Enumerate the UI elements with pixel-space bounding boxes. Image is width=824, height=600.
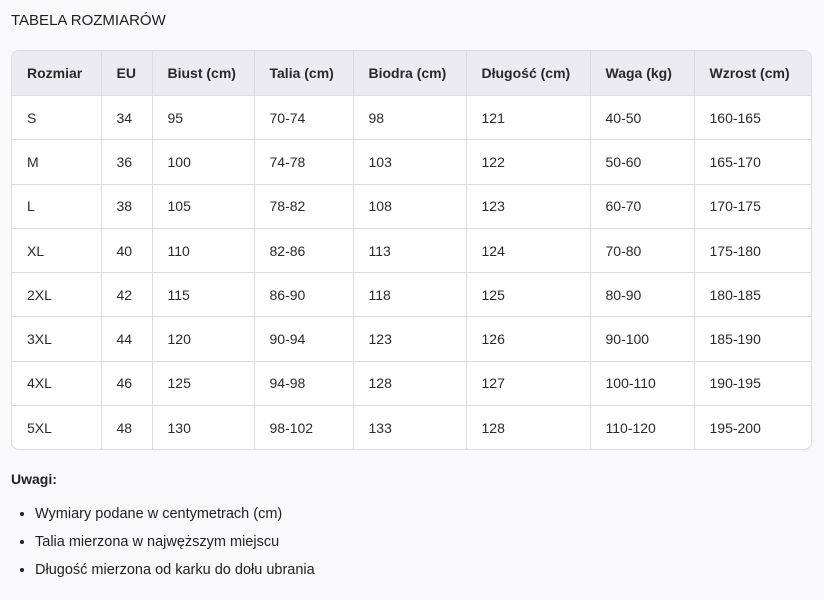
table-cell: 103 (353, 139, 467, 185)
table-cell: 46 (101, 361, 153, 407)
table-cell: 86-90 (254, 272, 354, 318)
table-cell: 100 (152, 139, 255, 185)
table-cell: 126 (466, 316, 591, 362)
table-cell: 128 (466, 405, 591, 450)
table-cell: 3XL (12, 316, 102, 362)
table-cell: 125 (466, 272, 591, 318)
table-cell: XL (12, 228, 102, 274)
table-cell: 60-70 (590, 184, 695, 229)
table-cell: 110-120 (590, 405, 695, 450)
table-cell: 70-80 (590, 228, 695, 274)
table-cell: 133 (353, 405, 467, 450)
table-cell: 100-110 (590, 361, 695, 407)
table-cell: 98-102 (254, 405, 354, 450)
column-header: Rozmiar (12, 51, 102, 96)
table-cell: 98 (353, 95, 467, 141)
table-cell: 78-82 (254, 184, 354, 229)
column-header: Waga (kg) (590, 51, 695, 96)
table-cell: 185-190 (694, 316, 811, 362)
table-cell: 80-90 (590, 272, 695, 318)
table-cell: 42 (101, 272, 153, 318)
table-cell: 2XL (12, 272, 102, 318)
notes-list: Wymiary podane w centymetrach (cm)Talia … (11, 502, 315, 586)
column-header: Biust (cm) (152, 51, 255, 96)
table-cell: 124 (466, 228, 591, 274)
table-header-row: Rozmiar EU Biust (cm) Talia (cm) Biodra (cm)… (12, 51, 811, 96)
table-cell: 195-200 (709, 419, 761, 436)
table-cell: 160-165 (694, 95, 811, 141)
table-cell: 122 (466, 139, 591, 185)
table-cell: 105 (152, 184, 255, 229)
table-cell: 36 (101, 139, 153, 185)
table-row: XL 40 110 82-86 113 124 70-80 175-180 (12, 228, 811, 274)
table-cell: 125 (152, 361, 255, 407)
table-cell: 5XL (12, 405, 102, 450)
table-cell: 127 (466, 361, 591, 407)
page-title: TABELA ROZMIARÓW (11, 12, 166, 29)
column-header: Talia (cm) (254, 51, 354, 96)
table-cell: 40 (101, 228, 153, 274)
size-table: Rozmiar EU Biust (cm) Talia (cm) Biodra (cm)… (12, 51, 811, 450)
table-cell: 38 (101, 184, 153, 229)
table-cell: 34 (101, 95, 153, 141)
table-cell: S (12, 95, 102, 141)
table-cell: 170-175 (694, 184, 811, 229)
table-cell: 50-60 (590, 139, 695, 185)
table-cell: 48 (101, 405, 153, 450)
table-row: M 36 100 74-78 103 122 50-60 165-170 (12, 139, 811, 185)
table-cell: 40-50 (590, 95, 695, 141)
table-cell: 115 (152, 272, 255, 318)
column-header: EU (101, 51, 153, 96)
table-cell: 95 (152, 95, 255, 141)
table-cell: 108 (353, 184, 467, 229)
note-item: Długość mierzona od karku do dołu ubrani… (35, 558, 315, 586)
table-cell: 82-86 (254, 228, 354, 274)
table-cell: 110 (152, 228, 255, 274)
table-cell: L (12, 184, 102, 229)
table-cell: 180-185 (694, 272, 811, 318)
table-row: 4XL 46 125 94-98 128 127 100-110 190-195 (12, 361, 811, 407)
size-table-container: Rozmiar EU Biust (cm) Talia (cm) Biodra (cm)… (11, 50, 812, 451)
table-cell: 120 (152, 316, 255, 362)
table-row: 2XL 42 115 86-90 118 125 80-90 180-185 (12, 272, 811, 318)
notes-heading: Uwagi: (11, 471, 57, 487)
table-cell: 123 (466, 184, 591, 229)
table-cell: 123 (353, 316, 467, 362)
table-cell: 175-180 (694, 228, 811, 274)
table-row: L 38 105 78-82 108 123 60-70 170-175 (12, 184, 811, 229)
table-cell: 90-100 (590, 316, 695, 362)
note-item: Wymiary podane w centymetrach (cm) (35, 502, 315, 530)
table-row: 5XL 48 130 98-102 133 128 110-120 195-200 (12, 405, 811, 450)
table-row: S 34 95 70-74 98 121 40-50 160-165 (12, 95, 811, 141)
table-cell: 90-94 (254, 316, 354, 362)
column-header: Biodra (cm) (353, 51, 467, 96)
table-cell: 118 (353, 272, 467, 318)
table-cell: 121 (466, 95, 591, 141)
table-cell: 4XL (12, 361, 102, 407)
table-cell: M (12, 139, 102, 185)
table-cell: 165-170 (694, 139, 811, 185)
table-cell: 190-195 (694, 361, 811, 407)
table-cell: 130 (152, 405, 255, 450)
table-row: 3XL 44 120 90-94 123 126 90-100 185-190 (12, 316, 811, 362)
table-cell: 94-98 (254, 361, 354, 407)
column-header: Wzrost (cm) (694, 51, 811, 96)
table-cell: 70-74 (254, 95, 354, 141)
table-cell: 44 (101, 316, 153, 362)
column-header: Długość (cm) (466, 51, 591, 96)
note-item: Talia mierzona w najwęższym miejscu (35, 530, 315, 558)
table-cell: 113 (353, 228, 467, 274)
table-cell: 128 (353, 361, 467, 407)
table-cell: 74-78 (254, 139, 354, 185)
